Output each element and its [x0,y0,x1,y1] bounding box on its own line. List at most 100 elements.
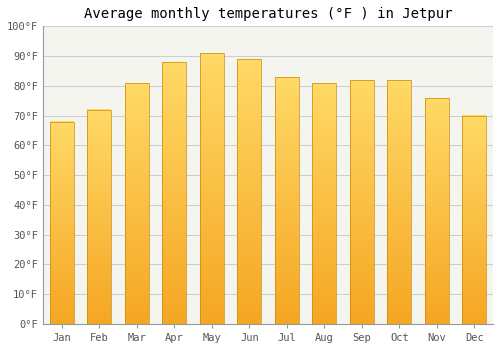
Bar [387,121,411,124]
Bar [274,87,299,89]
Bar [387,182,411,185]
Bar [87,268,112,271]
Bar [424,134,449,136]
Bar [312,85,336,88]
Bar [424,118,449,120]
Bar [237,229,262,231]
Bar [162,182,186,185]
Bar [462,222,486,224]
Bar [162,151,186,154]
Bar [87,165,112,168]
Bar [462,211,486,214]
Bar [200,275,224,278]
Bar [462,272,486,274]
Bar [162,177,186,180]
Bar [237,295,262,298]
Bar [424,247,449,249]
Bar [162,219,186,222]
Bar [274,235,299,238]
Bar [312,83,336,324]
Bar [162,232,186,235]
Bar [274,289,299,292]
Bar [462,270,486,272]
Bar [387,175,411,177]
Bar [200,53,224,324]
Bar [387,155,411,158]
Bar [274,141,299,144]
Bar [274,299,299,302]
Bar [312,215,336,218]
Bar [462,203,486,205]
Bar [350,321,374,324]
Bar [162,125,186,127]
Bar [124,114,149,117]
Bar [274,223,299,225]
Bar [387,316,411,319]
Bar [312,97,336,100]
Bar [274,77,299,324]
Bar [424,306,449,308]
Bar [50,127,74,130]
Bar [50,152,74,154]
Bar [387,185,411,187]
Bar [200,172,224,175]
Bar [350,160,374,163]
Bar [50,229,74,231]
Bar [50,186,74,188]
Bar [274,260,299,262]
Bar [124,119,149,121]
Bar [424,102,449,105]
Bar [50,263,74,265]
Bar [312,100,336,102]
Bar [424,229,449,231]
Bar [350,187,374,190]
Bar [387,158,411,160]
Bar [312,189,336,191]
Bar [462,274,486,276]
Bar [274,267,299,270]
Bar [124,97,149,100]
Bar [200,156,224,159]
Bar [50,182,74,184]
Bar [200,205,224,208]
Bar [162,99,186,101]
Bar [387,170,411,173]
Bar [124,182,149,184]
Bar [312,293,336,295]
Bar [50,164,74,166]
Bar [274,190,299,193]
Bar [312,223,336,225]
Bar [87,255,112,258]
Bar [387,304,411,307]
Bar [50,320,74,322]
Bar [350,243,374,246]
Bar [312,237,336,240]
Bar [87,320,112,322]
Bar [387,192,411,195]
Bar [237,175,262,178]
Bar [424,319,449,322]
Bar [124,283,149,286]
Bar [237,149,262,152]
Bar [387,128,411,131]
Bar [124,145,149,148]
Bar [50,259,74,261]
Bar [237,234,262,237]
Bar [200,291,224,294]
Bar [424,197,449,199]
Bar [50,279,74,281]
Bar [87,142,112,144]
Bar [350,214,374,217]
Bar [274,89,299,92]
Bar [124,143,149,146]
Bar [387,280,411,282]
Bar [87,315,112,317]
Bar [87,167,112,170]
Bar [462,288,486,291]
Bar [274,158,299,161]
Bar [387,265,411,268]
Bar [462,226,486,228]
Bar [387,246,411,248]
Bar [87,277,112,279]
Bar [350,307,374,309]
